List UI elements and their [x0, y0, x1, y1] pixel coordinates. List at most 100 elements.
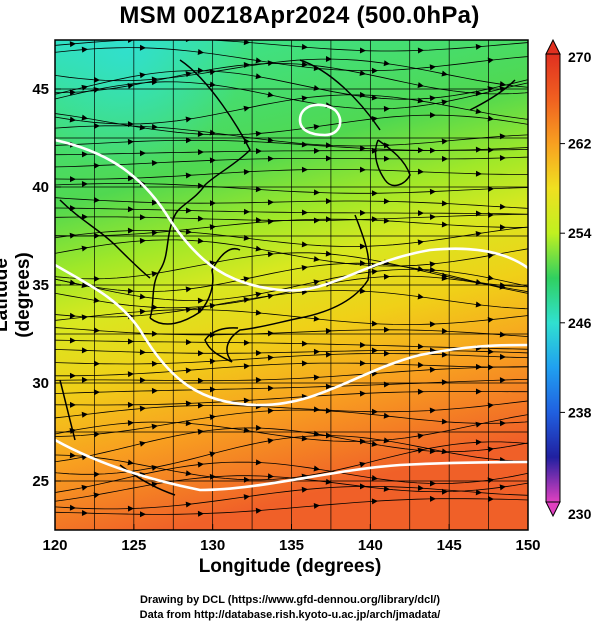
streamline-arrow — [429, 112, 436, 119]
streamline-arrow — [69, 176, 76, 183]
streamline-arrow — [417, 239, 424, 246]
y-tick-label: 45 — [32, 81, 49, 98]
streamline-arrow — [139, 44, 146, 51]
streamline-arrow — [127, 419, 134, 426]
streamline-arrow — [429, 495, 436, 502]
streamline-arrow — [417, 433, 424, 440]
streamline-arrow — [383, 412, 390, 419]
streamline-arrow — [383, 273, 390, 280]
streamline-arrow — [441, 200, 448, 207]
streamline-arrow — [185, 470, 192, 477]
streamline — [55, 353, 528, 365]
streamline — [55, 226, 528, 247]
streamline-arrow — [267, 385, 274, 392]
streamline-arrow — [209, 302, 216, 309]
streamline-arrow — [475, 170, 482, 177]
streamline — [55, 339, 528, 350]
streamline-arrow — [185, 137, 192, 144]
streamline-arrow — [313, 124, 320, 130]
streamline-arrow — [151, 330, 158, 337]
streamline-arrow — [441, 275, 448, 282]
streamline-arrow — [197, 131, 204, 138]
streamline-arrow — [359, 243, 366, 250]
streamline-arrow — [325, 351, 332, 358]
streamline-arrow — [127, 138, 134, 145]
streamline-arrow — [151, 271, 158, 277]
streamline-arrow — [93, 360, 100, 367]
streamline-arrow — [383, 381, 390, 388]
streamline — [55, 327, 528, 338]
streamline-arrow — [81, 151, 88, 158]
streamline-arrow — [151, 423, 158, 430]
streamline-arrow — [81, 484, 88, 491]
streamline-arrow — [151, 360, 158, 367]
streamline-arrow — [371, 190, 378, 197]
streamline-arrow — [359, 166, 366, 173]
streamline-arrow — [93, 76, 100, 83]
streamline-arrow — [267, 407, 274, 414]
streamline-arrow — [267, 91, 274, 98]
streamline-arrow — [487, 364, 494, 371]
streamline-arrow — [69, 401, 76, 408]
streamline — [55, 269, 528, 302]
streamline-arrow — [383, 60, 390, 67]
streamline-arrow — [255, 377, 262, 384]
streamline-arrow — [93, 471, 100, 478]
streamline — [55, 239, 528, 267]
streamline-arrow — [127, 371, 134, 378]
streamline-arrow — [185, 400, 192, 407]
streamline-arrow — [441, 155, 448, 162]
streamline-arrow — [441, 351, 448, 358]
streamline-arrow — [371, 475, 378, 481]
streamline — [55, 125, 528, 147]
streamline-arrow — [255, 309, 262, 316]
streamline-arrow — [383, 198, 390, 205]
x-tick-label: 145 — [437, 537, 462, 554]
streamline-arrow — [487, 115, 494, 122]
streamline-arrow — [371, 94, 378, 101]
streamline-arrow — [383, 326, 390, 333]
streamline-arrow — [255, 130, 262, 137]
streamline-arrow — [69, 312, 76, 319]
streamline-arrow — [325, 198, 332, 205]
streamline-arrow — [475, 301, 482, 308]
streamline-arrow — [487, 316, 494, 323]
streamline-arrow — [313, 217, 320, 224]
streamline-arrow — [209, 200, 216, 207]
streamline-arrow — [301, 166, 308, 173]
streamline-arrow — [81, 114, 88, 121]
streamline-arrow — [197, 510, 204, 517]
streamline — [55, 156, 528, 168]
streamline-arrow — [185, 228, 192, 235]
streamline-arrow — [197, 182, 204, 189]
streamline-arrow — [255, 245, 262, 252]
streamline-arrow — [93, 162, 100, 169]
streamline-arrow — [209, 473, 216, 480]
streamline-arrow — [417, 388, 424, 395]
streamline-arrow — [487, 86, 494, 93]
streamline — [55, 427, 528, 463]
streamline-arrow — [93, 327, 100, 334]
y-tick-label: 25 — [32, 473, 49, 490]
streamline-arrow — [325, 478, 332, 485]
streamline-arrow — [127, 175, 134, 182]
streamline-arrow — [243, 339, 250, 346]
streamline-arrow — [383, 155, 390, 162]
streamline-arrow — [243, 397, 250, 404]
streamline-arrow — [151, 387, 158, 394]
streamline-arrow — [81, 84, 88, 91]
streamline-arrow — [499, 133, 506, 140]
streamline-arrow — [69, 232, 76, 239]
streamline-arrow — [487, 348, 494, 355]
streamline-arrow — [255, 73, 262, 80]
streamline-arrow — [359, 69, 366, 76]
streamline-arrow — [429, 214, 436, 220]
streamline-arrow — [313, 465, 320, 472]
colorbar-tick-label: 238 — [568, 404, 592, 420]
streamline-arrow — [139, 377, 146, 384]
streamline-arrow — [69, 372, 76, 379]
colorbar-tick-label: 262 — [568, 136, 592, 152]
streamline-arrow — [197, 402, 204, 409]
streamline-arrow — [209, 157, 216, 164]
